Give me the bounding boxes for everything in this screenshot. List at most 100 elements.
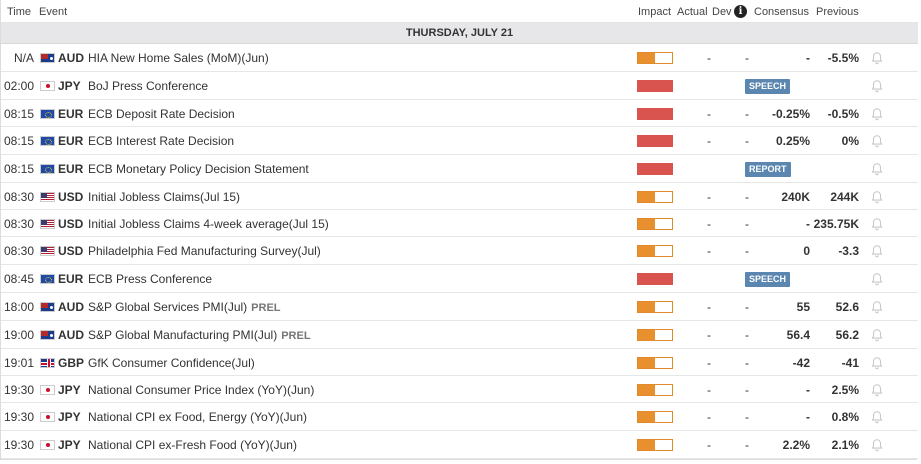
event-name[interactable]: GfK Consumer Confidence(Jul) — [88, 356, 255, 370]
table-row[interactable]: 19:30 JPY National CPI ex Food, Energy (Yo… — [1, 403, 918, 431]
event-time: 08:15 — [3, 107, 34, 121]
event-time: 18:00 — [3, 300, 34, 314]
table-row[interactable]: 08:15 EUR ECB Interest Rate Decision - - 0.25… — [1, 127, 918, 155]
table-row[interactable]: 19:01 GBP GfK Consumer Confidence(Jul) - - -4… — [1, 349, 918, 376]
actual-value: - — [707, 107, 711, 121]
impact-fill — [638, 330, 655, 340]
event-time: 08:15 — [3, 134, 34, 148]
header-previous[interactable]: Previous — [816, 6, 859, 18]
table-row[interactable]: 08:15 EUR ECB Deposit Rate Decision - - -0.25… — [1, 100, 918, 127]
event-name[interactable]: National Consumer Price Index (YoY)(Jun) — [88, 383, 314, 397]
jp-flag-icon — [40, 412, 55, 422]
bell-icon[interactable] — [870, 190, 884, 204]
event-time: 19:00 — [3, 328, 34, 342]
table-row[interactable]: 02:00 JPY BoJ Press Conference SPEECH — [1, 72, 918, 100]
event-name[interactable]: National CPI ex Food, Energy (YoY)(Jun) — [88, 410, 307, 424]
bell-icon[interactable] — [870, 51, 884, 65]
actual-value: - — [707, 383, 711, 397]
header-dev[interactable]: Dev — [712, 6, 732, 18]
table-row[interactable]: 08:30 USD Philadelphia Fed Manufacturing S… — [1, 237, 918, 265]
event-time: 08:30 — [3, 244, 34, 258]
impact-bar — [637, 135, 673, 147]
actual-value: - — [707, 328, 711, 342]
table-row[interactable]: 18:00 AUD S&P Global Services PMI(Jul) PREL… — [1, 293, 918, 321]
event-name[interactable]: ECB Interest Rate Decision — [88, 134, 234, 148]
currency: JPY — [58, 410, 81, 424]
currency: JPY — [58, 79, 81, 93]
event-time: 19:01 — [3, 356, 34, 370]
event-time: 08:30 — [3, 190, 34, 204]
consensus-value: 0 — [803, 244, 810, 258]
bell-icon[interactable] — [870, 217, 884, 231]
table-row[interactable]: 08:15 EUR ECB Monetary Policy Decision Sta… — [1, 155, 918, 183]
event-name[interactable]: Initial Jobless Claims 4-week average(Ju… — [88, 217, 329, 231]
event-title: S&P Global Manufacturing PMI(Jul) — [88, 328, 278, 342]
au-flag-icon — [40, 53, 55, 63]
header-event[interactable]: Event — [39, 6, 68, 18]
consensus-value: -42 — [792, 356, 810, 370]
table-row[interactable]: N/A AUD HIA New Home Sales (MoM)(Jun) - - - -5… — [1, 44, 918, 72]
event-time: 08:15 — [3, 162, 34, 176]
event-name[interactable]: S&P Global Services PMI(Jul) PREL — [88, 300, 281, 314]
actual-value: - — [707, 356, 711, 370]
impact-bar — [637, 218, 673, 230]
header-consensus[interactable]: Consensus — [754, 6, 810, 18]
consensus-value: 55 — [796, 300, 810, 314]
impact-bar — [637, 245, 673, 257]
previous-value: -0.5% — [827, 107, 859, 121]
consensus-value: 56.4 — [786, 328, 810, 342]
bell-icon[interactable] — [870, 356, 884, 370]
currency: USD — [58, 217, 84, 231]
bell-icon[interactable] — [870, 410, 884, 424]
actual-value: - — [707, 300, 711, 314]
bell-icon[interactable] — [870, 328, 884, 342]
impact-fill — [638, 412, 655, 422]
event-name[interactable]: ECB Press Conference — [88, 272, 212, 286]
actual-value: - — [707, 410, 711, 424]
actual-value: - — [707, 217, 711, 231]
bell-icon[interactable] — [870, 134, 884, 148]
table-row[interactable]: 19:30 JPY National CPI ex-Fresh Food (YoY)… — [1, 431, 918, 459]
event-name[interactable]: ECB Monetary Policy Decision Statement — [88, 162, 309, 176]
bell-icon[interactable] — [870, 107, 884, 121]
prel-tag: PREL — [251, 302, 281, 314]
impact-bar — [637, 163, 673, 175]
event-title: HIA New Home Sales (MoM)(Jun) — [88, 51, 269, 65]
event-name[interactable]: National CPI ex-Fresh Food (YoY)(Jun) — [88, 438, 297, 452]
event-title: ECB Deposit Rate Decision — [88, 107, 235, 121]
gb-flag-icon — [40, 358, 55, 368]
table-row[interactable]: 08:30 USD Initial Jobless Claims 4-week av… — [1, 210, 918, 237]
event-name[interactable]: Initial Jobless Claims(Jul 15) — [88, 190, 240, 204]
bell-icon[interactable] — [870, 272, 884, 286]
event-title: S&P Global Services PMI(Jul) — [88, 300, 248, 314]
bell-icon[interactable] — [870, 438, 884, 452]
deviation-value: - — [745, 383, 749, 397]
table-row[interactable]: 08:30 USD Initial Jobless Claims(Jul 15) - -… — [1, 183, 918, 210]
eu-flag-icon — [40, 164, 55, 174]
event-name[interactable]: BoJ Press Conference — [88, 79, 208, 93]
event-name[interactable]: HIA New Home Sales (MoM)(Jun) — [88, 51, 269, 65]
info-icon[interactable]: i — [734, 5, 747, 18]
table-row[interactable]: 08:45 EUR ECB Press Conference SPEECH — [1, 265, 918, 293]
au-flag-icon — [40, 302, 55, 312]
deviation-value: - — [745, 410, 749, 424]
bell-icon[interactable] — [870, 383, 884, 397]
impact-bar — [637, 52, 673, 64]
bell-icon[interactable] — [870, 79, 884, 93]
event-name[interactable]: Philadelphia Fed Manufacturing Survey(Ju… — [88, 244, 321, 258]
event-name[interactable]: S&P Global Manufacturing PMI(Jul) PREL — [88, 328, 311, 342]
consensus-value: - — [806, 51, 810, 65]
impact-fill — [638, 136, 672, 146]
event-name[interactable]: ECB Deposit Rate Decision — [88, 107, 235, 121]
header-impact[interactable]: Impact — [638, 6, 672, 18]
us-flag-icon — [40, 246, 55, 256]
table-row[interactable]: 19:30 JPY National Consumer Price Index (Y… — [1, 376, 918, 403]
currency: EUR — [58, 134, 84, 148]
bell-icon[interactable] — [870, 300, 884, 314]
bell-icon[interactable] — [870, 162, 884, 176]
header-actual[interactable]: Actual — [677, 6, 708, 18]
header-time[interactable]: Time — [7, 6, 32, 18]
bell-icon[interactable] — [870, 244, 884, 258]
table-row[interactable]: 19:00 AUD S&P Global Manufacturing PMI(Jul… — [1, 321, 918, 349]
eu-flag-icon — [40, 109, 55, 119]
